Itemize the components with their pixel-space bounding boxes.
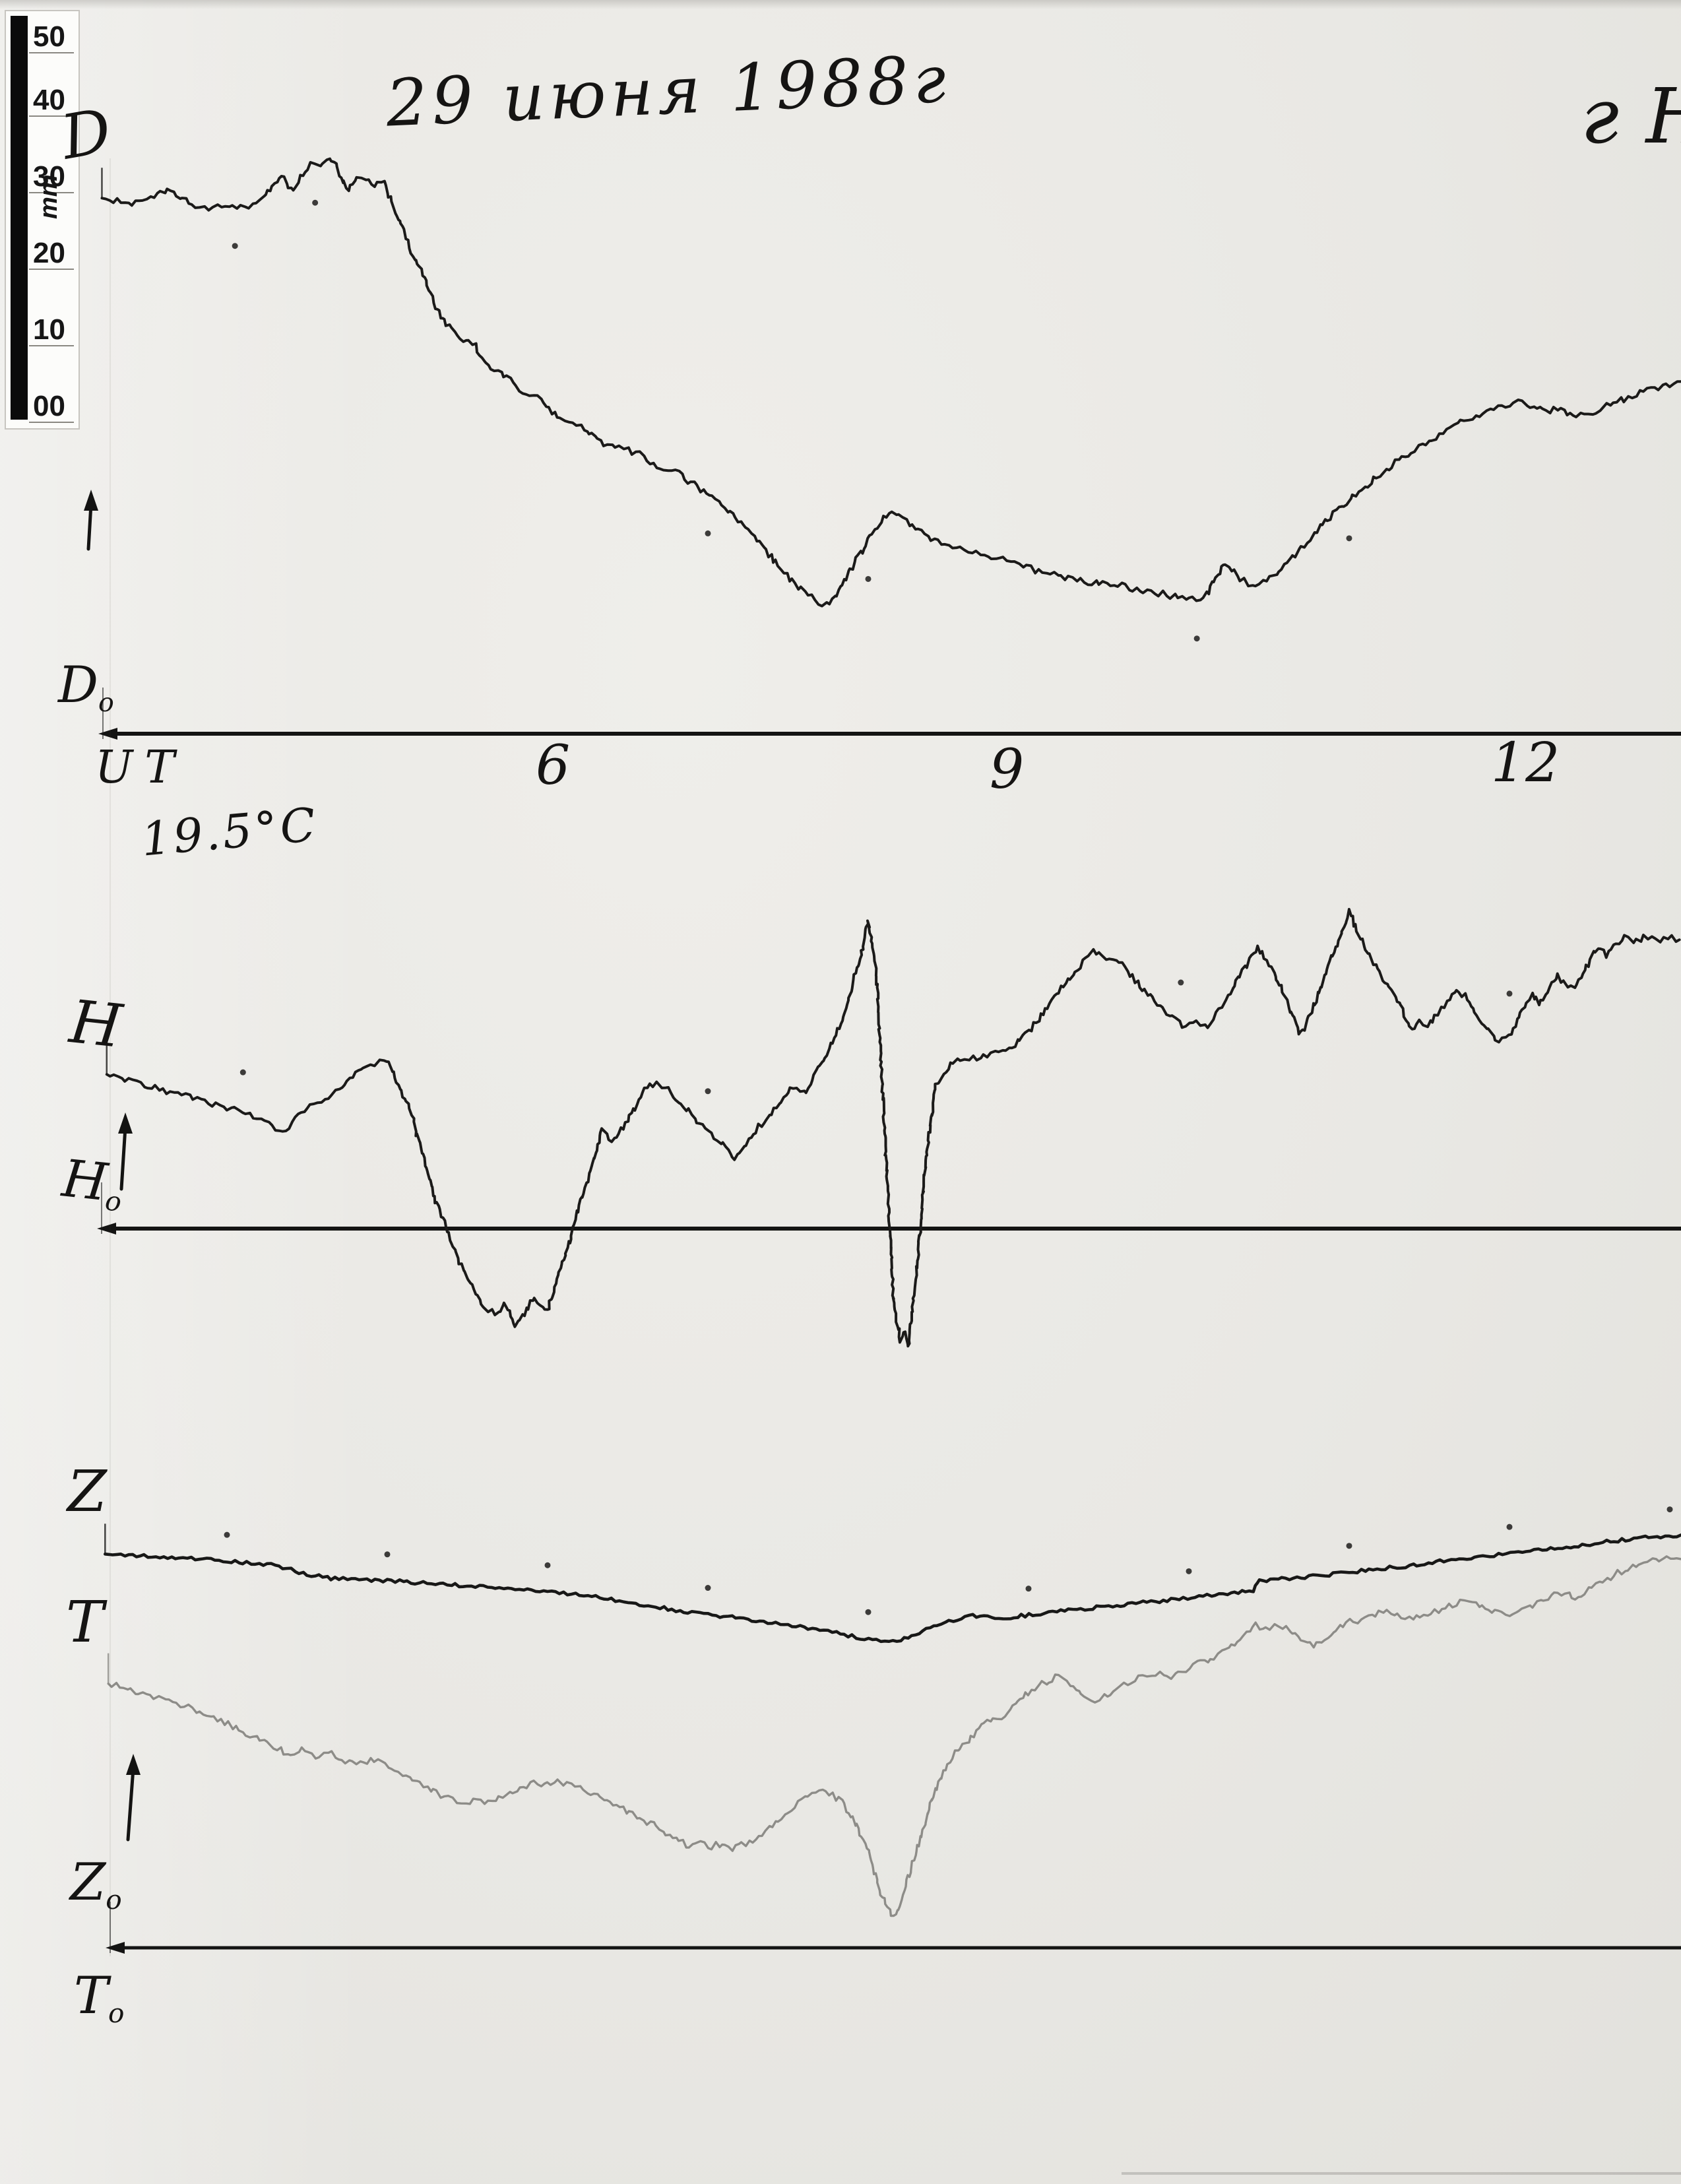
up-arrow-icon xyxy=(86,502,93,551)
baseline-label-z0: Zo xyxy=(70,1857,122,1913)
hour-mark-dot xyxy=(1178,979,1184,986)
scale-bar-unit-label: mm xyxy=(35,174,63,219)
trace-label-h: H xyxy=(66,987,125,1062)
hour-mark-dot xyxy=(705,530,711,536)
baseline-D0-left-arrow-icon xyxy=(98,728,117,740)
hour-mark-dot xyxy=(239,1069,246,1076)
chart-start-crease xyxy=(110,158,111,1956)
trace-label-t: T xyxy=(66,1590,104,1655)
baseline-Z0T0-left-arrow-icon xyxy=(106,1942,125,1954)
hour-mark-dot xyxy=(865,575,872,582)
baseline-label-t0: To xyxy=(74,1970,124,2027)
up-arrow-icon xyxy=(126,1766,135,1842)
baseline-label-h0-sub: o xyxy=(104,1184,123,1218)
hour-mark-dot xyxy=(705,1088,711,1095)
hour-mark-dot xyxy=(1506,1524,1513,1530)
baseline-label-h0: Ho xyxy=(59,1149,126,1218)
up-arrow-head-icon xyxy=(84,490,98,511)
hour-mark-dot xyxy=(1186,1568,1192,1574)
scale-bar-black-bar xyxy=(11,16,28,420)
hour-mark-dot xyxy=(312,199,319,206)
trace-Z xyxy=(104,1533,1681,1644)
baseline-label-t0-main: T xyxy=(74,1966,109,2026)
trace-H xyxy=(105,908,1681,1348)
hour-mark-dot xyxy=(1193,635,1200,642)
hour-tick-label-6: 6 xyxy=(536,734,571,797)
up-arrow-icon xyxy=(119,1125,127,1191)
hour-mark-dot xyxy=(1346,1543,1352,1549)
time-system-label: UT xyxy=(95,742,187,794)
hour-mark-dot xyxy=(705,1585,711,1591)
scale-bar-tick-label: 30 xyxy=(33,160,65,193)
trace-T xyxy=(107,1555,1681,1917)
baseline-label-h0-main: H xyxy=(59,1149,111,1213)
baseline-H0-left-arrow-icon xyxy=(97,1223,116,1235)
baseline-label-z0-sub: o xyxy=(106,1884,122,1916)
baseline-label-d0: Do xyxy=(58,660,114,716)
hour-mark-dot xyxy=(865,1609,872,1615)
up-arrow-head-icon xyxy=(118,1112,133,1134)
trace-label-z: Z xyxy=(67,1459,107,1525)
scale-bar-tick-label: 50 xyxy=(33,20,65,53)
hour-mark-dot xyxy=(1346,535,1352,542)
hour-tick-label-12: 12 xyxy=(1491,732,1560,794)
up-arrow-head-icon xyxy=(126,1754,141,1775)
station-city-note: г Н xyxy=(1581,73,1681,161)
scale-bar-tick-label: 20 xyxy=(33,237,65,269)
hour-mark-dot xyxy=(224,1531,230,1538)
baseline-label-z0-main: Z xyxy=(70,1853,106,1912)
hour-tick-label-9: 9 xyxy=(990,738,1025,801)
scale-bar-tick-label: 00 xyxy=(33,390,65,422)
scale-bar-tick-label: 40 xyxy=(33,84,65,116)
trace-D xyxy=(100,157,1681,608)
hour-mark-dot xyxy=(1506,990,1513,997)
scale-bar-tick-label: 10 xyxy=(33,313,65,346)
hour-mark-dot xyxy=(1025,1586,1032,1592)
baseline-label-d0-main: D xyxy=(58,655,98,714)
hour-mark-dot xyxy=(1666,1506,1673,1513)
hour-mark-dot xyxy=(384,1551,391,1558)
scan-edge-shadow xyxy=(1122,2172,1681,2175)
hour-mark-dot xyxy=(544,1562,551,1568)
hour-mark-dot xyxy=(232,243,238,249)
baseline-label-t0-sub: o xyxy=(108,1997,125,2030)
trace-label-d: D xyxy=(56,95,117,174)
temperature-note: 19.5°C xyxy=(139,797,321,867)
baseline-label-d0-sub: o xyxy=(98,687,114,718)
